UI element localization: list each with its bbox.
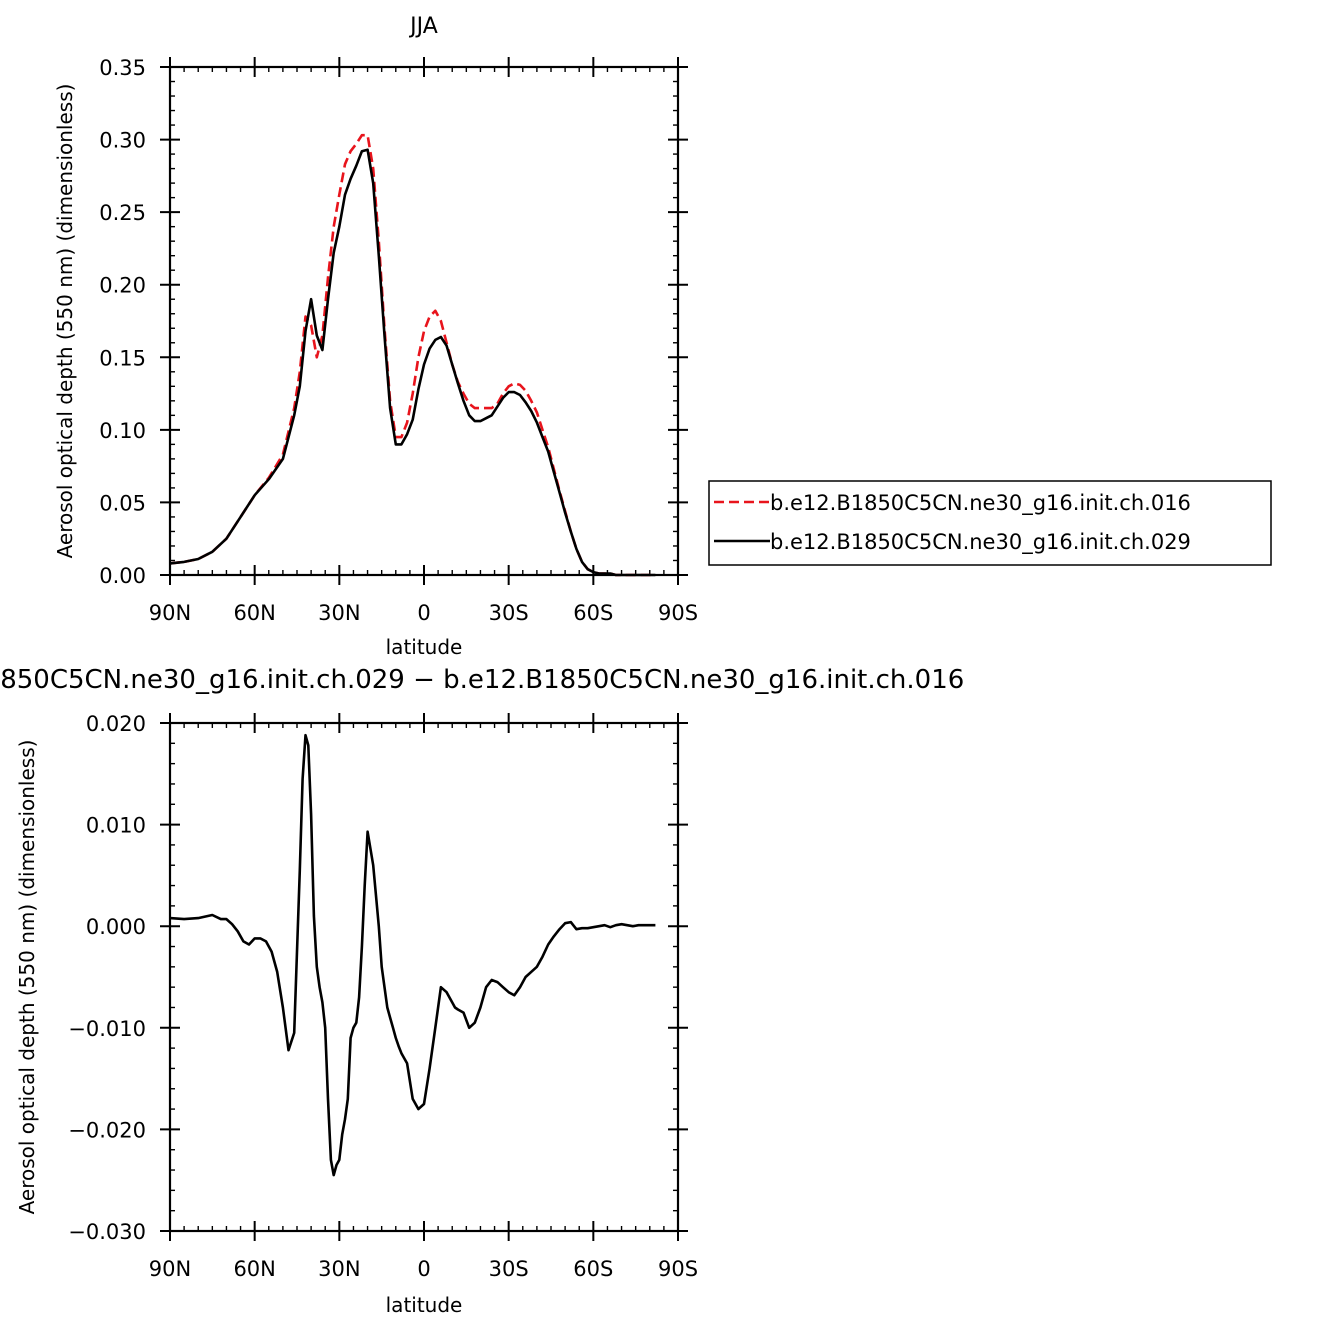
top-y-tick-label: 0.30 — [99, 129, 146, 153]
top-y-tick-label: 0.10 — [99, 419, 146, 443]
top-y-tick-label: 0.25 — [99, 201, 146, 225]
top-x-tick-label: 0 — [417, 601, 430, 625]
top-series-line-1 — [169, 148, 656, 577]
bottom-y-tick-label: −0.030 — [68, 1220, 146, 1244]
top-x-axis-label: latitude — [386, 635, 463, 659]
top-x-tick-label: 90N — [149, 601, 191, 625]
top-x-tick-label: 60S — [573, 601, 613, 625]
bottom-y-tick-label: 0.010 — [86, 814, 146, 838]
bottom-plot-frame — [168, 721, 680, 1233]
top-x-tick-label: 60N — [233, 601, 275, 625]
bottom-x-tick-label: 60N — [233, 1257, 275, 1281]
bottom-y-tick-label: −0.010 — [68, 1017, 146, 1041]
bottom-y-axis-label: Aerosol optical depth (550 nm) (dimensio… — [15, 740, 39, 1215]
top-y-axis-label: Aerosol optical depth (550 nm) (dimensio… — [53, 84, 77, 559]
top-y-tick-label: 0.35 — [99, 56, 146, 80]
bottom-x-tick-label: 60S — [573, 1257, 613, 1281]
top-x-tick-label: 90S — [658, 601, 698, 625]
bottom-y-tick-label: −0.020 — [68, 1118, 146, 1142]
top-plot-frame — [168, 65, 680, 577]
bottom-chart-title: b.e12.B1850C5CN.ne30_g16.init.ch.029 − b… — [0, 665, 964, 695]
bottom-x-tick-label: 0 — [417, 1257, 430, 1281]
bottom-series-line-0 — [169, 733, 656, 1177]
top-series-lines — [169, 133, 656, 577]
bottom-x-tick-label: 30N — [318, 1257, 360, 1281]
legend: b.e12.B1850C5CN.ne30_g16.init.ch.016 b.e… — [708, 480, 1272, 566]
top-chart-title: JJA — [408, 14, 438, 39]
bottom-x-tick-label: 30S — [489, 1257, 529, 1281]
legend-label-016: b.e12.B1850C5CN.ne30_g16.init.ch.016 — [770, 491, 1191, 516]
top-series-line-0 — [169, 133, 656, 577]
top-x-tick-label: 30N — [318, 601, 360, 625]
bottom-series-lines — [169, 733, 656, 1177]
top-ticks: 90N 60N 30N 0 30S 60S 90S 0.00 0.05 0.10 0.15 0.20 0… — [99, 56, 698, 625]
top-x-tick-label: 30S — [489, 601, 529, 625]
bottom-y-tick-label: 0.000 — [86, 915, 146, 939]
top-y-tick-label: 0.00 — [99, 564, 146, 588]
top-y-tick-label: 0.20 — [99, 274, 146, 298]
top-y-tick-label: 0.05 — [99, 491, 146, 515]
legend-box — [708, 480, 1272, 566]
top-y-tick-label: 0.15 — [99, 346, 146, 370]
bottom-ticks: 90N 60N 30N 0 30S 60S 90S −0.030 −0.020 −0.010 0.0… — [68, 712, 698, 1281]
bottom-x-axis-label: latitude — [386, 1293, 463, 1317]
legend-label-029: b.e12.B1850C5CN.ne30_g16.init.ch.029 — [770, 530, 1191, 555]
bottom-x-tick-label: 90S — [658, 1257, 698, 1281]
top-panel: JJA 90N 60N 30N 0 30S 60S 90S 0.00 0.05 0.10 0.15 0… — [53, 14, 698, 659]
bottom-x-tick-label: 90N — [149, 1257, 191, 1281]
bottom-y-tick-label: 0.020 — [86, 712, 146, 736]
bottom-panel: b.e12.B1850C5CN.ne30_g16.init.ch.029 − b… — [0, 665, 964, 1317]
